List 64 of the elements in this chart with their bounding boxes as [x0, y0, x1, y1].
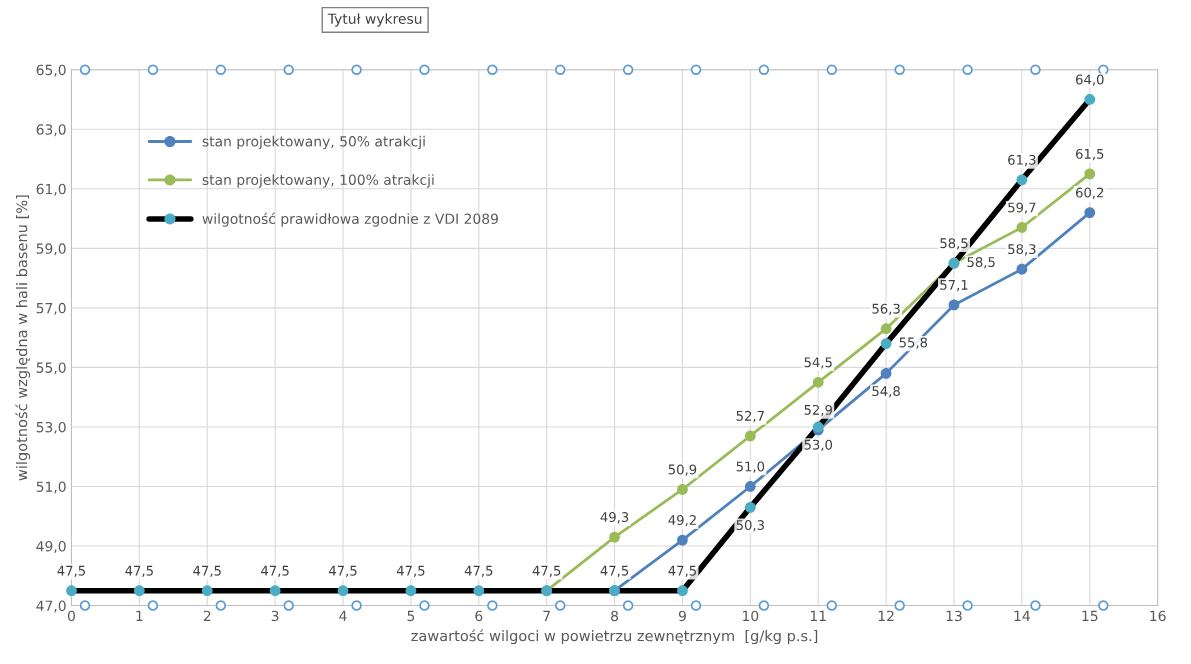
data-label: 50,3: [736, 520, 764, 532]
x-tick-label: 16: [1150, 610, 1166, 622]
data-label: 47,5: [668, 565, 696, 577]
data-label: 54,5: [804, 357, 832, 369]
y-tick-label: 57,0: [36, 302, 66, 315]
data-label: 53,0: [804, 439, 833, 452]
data-label: 49,2: [668, 515, 696, 527]
data-label: 58,5: [967, 257, 995, 269]
data-label: 51,0: [736, 461, 765, 473]
x-tick-label: 3: [271, 610, 279, 622]
y-tick-label: 63,0: [36, 124, 66, 137]
x-tick-label: 12: [878, 610, 894, 621]
data-label: 61,3: [1008, 154, 1036, 167]
y-tick-label: 65,0: [36, 64, 66, 77]
x-tick-label: 7: [543, 610, 550, 621]
chart-title: Tytuł wykresu: [327, 13, 422, 27]
y-tick-label: 55,0: [36, 362, 66, 375]
data-label: 47,5: [57, 565, 85, 577]
x-tick-label: 1: [136, 610, 143, 621]
legend-label: stan projektowany, 100% atrakcji: [202, 174, 434, 188]
data-label: 55,8: [899, 337, 928, 349]
data-label: 47,5: [600, 565, 629, 577]
data-label: 59,7: [1008, 202, 1036, 214]
y-tick-label: 59,0: [36, 243, 66, 256]
data-label: 47,5: [261, 565, 289, 577]
data-label: 58,3: [1008, 244, 1036, 256]
x-tick-label: 8: [611, 610, 619, 622]
data-label: 52,9: [804, 404, 832, 417]
x-tick-label: 11: [810, 610, 826, 621]
y-axis-title: wilgotność względna w hali basenu [%]: [15, 195, 31, 481]
y-tick-label: 47,0: [36, 600, 66, 613]
x-tick-label: 5: [407, 610, 415, 622]
y-tick-label: 49,0: [36, 541, 66, 553]
y-tick-label: 53,0: [36, 421, 66, 434]
data-label: 61,5: [1076, 148, 1104, 161]
data-label: 64,0: [1076, 74, 1104, 86]
x-tick-label: 13: [946, 610, 962, 622]
x-tick-label: 15: [1082, 610, 1098, 622]
x-tick-label: 6: [475, 610, 483, 622]
data-label: 47,5: [396, 565, 425, 577]
y-tick-label: 51,0: [36, 481, 66, 494]
data-label: 54,8: [872, 386, 900, 398]
data-label: 49,3: [600, 512, 629, 524]
data-label: 47,5: [532, 565, 561, 577]
x-axis-title: zawartość wilgoci w powietrzu zewnętrznym [g/kg p.s.]: [411, 629, 818, 645]
x-tick-label: 14: [1014, 610, 1030, 621]
x-tick-label: 9: [678, 610, 686, 622]
x-tick-label: 10: [743, 610, 759, 622]
legend-label: wilgotność prawidłowa zgodnie z VDI 2089: [202, 212, 498, 227]
x-tick-label: 0: [67, 610, 75, 622]
data-label: 60,2: [1076, 187, 1104, 199]
data-label: 50,9: [668, 464, 697, 476]
data-label: 47,5: [193, 565, 221, 577]
data-label: 56,3: [872, 303, 900, 315]
x-tick-label: 2: [203, 610, 211, 621]
data-label: 47,5: [328, 565, 357, 577]
legend-label: stan projektowany, 50% atrakcji: [202, 135, 425, 150]
data-label: 58,5: [940, 238, 968, 250]
y-tick-label: 61,0: [36, 183, 66, 196]
data-label: 52,7: [736, 410, 764, 423]
data-label: 47,5: [125, 565, 153, 577]
data-label: 47,5: [464, 565, 493, 577]
data-label: 57,1: [940, 280, 968, 292]
x-tick-label: 4: [339, 610, 347, 621]
